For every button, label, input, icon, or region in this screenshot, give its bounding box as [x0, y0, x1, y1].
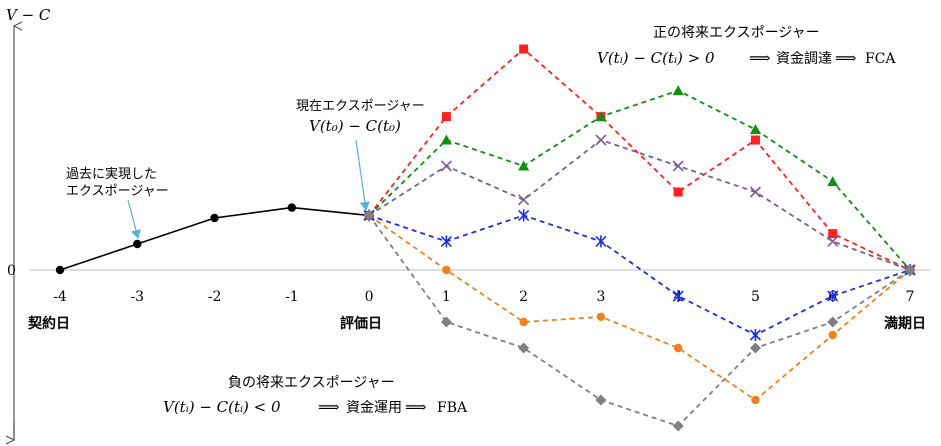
zero-label: 0	[7, 263, 16, 279]
past-exposure-line2: エクスポージャー	[66, 184, 169, 199]
data-point	[595, 394, 607, 406]
negative-exposure-formula: V(tᵢ) − C(tᵢ) < 0	[163, 398, 281, 416]
data-point	[672, 420, 684, 432]
positive-exposure-title: 正の将来エクスポージャー	[653, 25, 820, 41]
series-line	[368, 138, 911, 271]
data-point	[440, 160, 452, 172]
current-exposure-line2: V(t₀) − C(t₀)	[309, 117, 401, 135]
data-point	[595, 235, 607, 248]
x-tick-label: -2	[208, 289, 222, 305]
data-point	[287, 203, 297, 212]
data-point	[828, 330, 837, 340]
data-point	[828, 229, 838, 239]
positive-exposure-formula: V(tᵢ) − C(tᵢ) > 0	[597, 49, 715, 67]
x-tick-label: 5	[751, 289, 760, 305]
data-point	[749, 124, 761, 135]
series-lines	[59, 47, 911, 428]
current-exposure-arrow	[355, 139, 370, 211]
negative-exposure-title: 負の将来エクスポージャー	[228, 375, 395, 391]
positive-funding: 資金調達	[776, 51, 832, 67]
x-tick-label: -4	[53, 289, 67, 305]
negative-arrow-2: ⟹	[405, 398, 427, 416]
past-exposure-line1: 過去に実現した	[66, 166, 157, 182]
x-tick-label: 3	[596, 289, 605, 305]
data-point	[751, 395, 760, 405]
data-point	[440, 134, 452, 145]
data-point	[672, 290, 684, 302]
series-line	[368, 214, 911, 337]
data-point	[441, 112, 451, 122]
negative-tag: FBA	[437, 400, 468, 416]
current-exposure-line1: 現在エクスポージャー	[296, 99, 425, 114]
data-point	[827, 235, 839, 247]
data-point	[673, 343, 683, 353]
contract-day-label: 契約日	[27, 315, 70, 332]
data-point	[672, 85, 684, 96]
data-point	[518, 209, 530, 222]
series-line	[368, 47, 911, 271]
y-axis-label: V − C	[6, 6, 51, 24]
positive-tag: FCA	[865, 51, 896, 67]
series-markers	[55, 44, 916, 432]
data-point	[440, 235, 452, 248]
data-point	[827, 176, 839, 187]
data-point	[518, 160, 530, 171]
data-point	[518, 194, 530, 206]
data-point	[672, 160, 684, 172]
data-point	[750, 135, 760, 145]
x-tick-label: -3	[130, 289, 144, 305]
x-tick-label: 1	[442, 289, 451, 305]
maturity-day-label: 満期日	[884, 315, 926, 332]
negative-funding: 資金運用	[346, 400, 402, 416]
data-point	[440, 316, 452, 328]
data-point	[133, 239, 142, 249]
data-point	[595, 111, 607, 122]
data-point	[519, 44, 529, 54]
data-point	[55, 265, 65, 275]
data-point	[827, 316, 839, 328]
x-tick-labels: -4-3-2-101234567	[53, 289, 914, 305]
valuation-day-label: 評価日	[340, 315, 382, 332]
data-point	[210, 213, 219, 223]
data-point	[904, 264, 916, 276]
data-point	[673, 187, 683, 197]
data-point	[363, 209, 375, 221]
data-point	[518, 342, 530, 354]
x-tick-label: -1	[285, 289, 299, 305]
series-line	[368, 89, 911, 271]
series-line	[368, 214, 911, 428]
data-point	[442, 265, 451, 275]
data-point	[595, 134, 607, 146]
positive-arrow: ⟹	[749, 49, 771, 67]
past-exposure-arrow	[127, 199, 141, 239]
series-line	[368, 214, 911, 402]
x-tick-label: 7	[906, 289, 915, 305]
data-point	[749, 342, 761, 354]
negative-arrow: ⟹	[318, 398, 340, 416]
data-point	[749, 186, 762, 198]
x-tick-label: 0	[365, 289, 374, 305]
data-point	[749, 329, 762, 341]
data-point	[519, 317, 528, 327]
data-point	[596, 312, 606, 321]
x-tick-label: 2	[519, 289, 528, 305]
positive-arrow-2: ⟹	[835, 49, 857, 67]
data-point	[827, 290, 839, 302]
